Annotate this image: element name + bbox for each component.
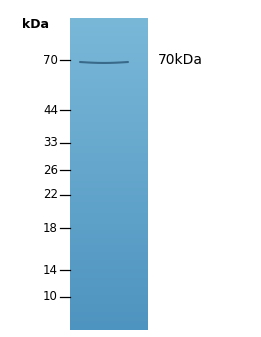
Text: 18: 18 bbox=[43, 221, 58, 235]
Text: 33: 33 bbox=[43, 136, 58, 150]
Text: 26: 26 bbox=[43, 163, 58, 177]
Text: 70kDa: 70kDa bbox=[158, 53, 203, 67]
Text: kDa: kDa bbox=[22, 18, 49, 31]
Text: 70: 70 bbox=[43, 54, 58, 66]
Text: 44: 44 bbox=[43, 103, 58, 117]
Text: 10: 10 bbox=[43, 290, 58, 304]
Text: 22: 22 bbox=[43, 188, 58, 202]
Text: 14: 14 bbox=[43, 264, 58, 276]
